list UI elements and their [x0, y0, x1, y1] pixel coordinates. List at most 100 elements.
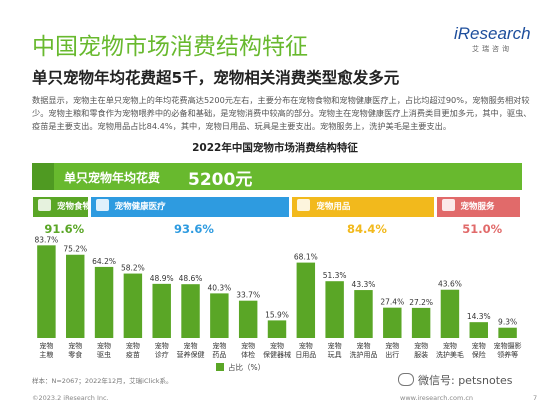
banner-value: 5200元 [188, 170, 253, 190]
x-tick-label-8-1: 保健器械 [263, 350, 291, 359]
x-tick-label-3-1: 疫苗 [126, 350, 140, 359]
stethoscope-icon [95, 199, 109, 211]
pet-car-icon [441, 199, 455, 211]
bar-value-label-12: 27.4% [380, 298, 404, 307]
logo-sub: 艾瑞咨询 [472, 45, 512, 53]
bar-value-label-13: 27.2% [409, 298, 433, 307]
x-tick-label-10-0: 宠物 [328, 341, 342, 350]
bar-value-label-5: 48.6% [179, 274, 203, 283]
x-tick-label-13-0: 宠物 [414, 341, 428, 350]
bar-16 [498, 327, 517, 338]
page-number: 7 [533, 394, 538, 402]
category-share-supplies: 84.4% [346, 222, 387, 236]
x-tick-label-16-1: 领养等 [497, 350, 518, 359]
category-share-food: 91.6% [44, 222, 85, 236]
x-tick-label-9-0: 宠物 [299, 341, 313, 350]
x-tick-label-5-1: 营养保健 [177, 350, 205, 359]
x-tick-label-0-0: 宠物 [39, 341, 53, 350]
x-tick-label-10-1: 玩具 [328, 351, 342, 359]
bar-8 [267, 320, 287, 338]
bar-0 [37, 245, 56, 338]
chart-title: 2022年中国宠物市场消费结构特征 [192, 142, 358, 154]
x-tick-label-2-0: 宠物 [97, 341, 111, 350]
wechat-id: 微信号: petsnotes [398, 372, 513, 388]
bar-value-label-6: 40.3% [207, 283, 231, 292]
x-tick-label-3-0: 宠物 [126, 341, 140, 350]
page-subtitle: 单只宠物年均花费超5千，宠物相关消费类型愈发多元 [32, 69, 400, 87]
x-tick-label-4-0: 宠物 [155, 341, 169, 350]
copyright: ©2023.2 iResearch Inc. [32, 394, 109, 402]
x-tick-label-11-1: 洗护用品 [349, 350, 377, 359]
x-tick-label-5-0: 宠物 [184, 341, 198, 350]
bar-value-label-16: 9.3% [498, 318, 517, 327]
page-title: 中国宠物市场消费结构特征 [32, 34, 308, 60]
bar-value-label-14: 43.6% [438, 280, 462, 289]
bar-value-label-2: 64.2% [92, 257, 116, 266]
x-tick-label-15-1: 保险 [472, 350, 486, 359]
chart-legend: 占比（%） [216, 362, 265, 373]
bar-11 [354, 290, 373, 338]
x-tick-label-11-0: 宠物 [356, 341, 370, 350]
bar-2 [94, 266, 114, 338]
description: 数据显示，宠物主在单只宠物上的年均花费高达5200元左右，主要分布在宠物食物和宠… [32, 95, 532, 131]
category-share-services: 51.0% [462, 222, 503, 236]
money-bag-icon [32, 163, 54, 190]
x-tick-label-4-1: 诊疗 [155, 350, 169, 359]
x-tick-label-8-0: 宠物 [270, 341, 284, 350]
bar-value-label-9: 68.1% [294, 253, 318, 262]
bar-12 [383, 307, 402, 338]
bar-value-label-11: 43.3% [352, 280, 376, 289]
x-tick-label-7-1: 体检 [241, 350, 255, 359]
category-share-health: 93.6% [174, 222, 214, 236]
bar-15 [469, 322, 488, 338]
category-header-supplies: 宠物用品 [292, 197, 434, 217]
wechat-icon [398, 373, 414, 386]
sample-note: 样本：N=2067；2022年12月，艾瑞iClick系。 [32, 377, 173, 385]
bar-3 [123, 273, 143, 338]
bar-6 [210, 293, 229, 338]
x-tick-label-14-1: 洗护美毛 [436, 350, 464, 359]
legend-swatch [216, 363, 224, 371]
x-tick-label-1-1: 零食 [68, 350, 82, 359]
bar-13 [411, 307, 431, 338]
bar-value-label-7: 33.7% [236, 291, 260, 300]
bar-value-label-0: 83.7% [34, 235, 58, 244]
x-tick-label-0-1: 主粮 [39, 350, 53, 359]
x-tick-label-7-0: 宠物 [241, 341, 255, 350]
x-tick-label-9-1: 日用品 [295, 351, 316, 359]
x-tick-label-6-0: 宠物 [212, 341, 226, 350]
logo-brand: iResearch [454, 24, 531, 43]
bar-10 [325, 281, 344, 338]
x-tick-label-6-1: 药品 [212, 350, 226, 359]
category-header-food: 宠物食物 [33, 197, 91, 217]
category-header-services: 宠物服务 [436, 197, 520, 217]
bar-7 [238, 300, 258, 338]
website: www.iresearch.com.cn [400, 394, 474, 402]
x-tick-label-14-0: 宠物 [443, 341, 457, 350]
x-tick-label-16-0: 宠物摄影 [494, 341, 522, 350]
bar-14 [440, 289, 460, 338]
x-tick-label-2-1: 驱虫 [97, 350, 111, 359]
bar-value-label-8: 15.9% [265, 310, 289, 319]
bar-value-label-15: 14.3% [467, 312, 491, 321]
banner-label: 单只宠物年均花费 [64, 171, 161, 185]
bar-1 [66, 254, 85, 338]
x-tick-label-13-1: 服装 [414, 350, 428, 359]
bar-value-label-3: 58.2% [121, 264, 145, 273]
spend-banner [32, 163, 522, 190]
bar-value-label-1: 75.2% [63, 245, 87, 254]
x-tick-label-12-1: 出行 [385, 350, 399, 359]
bar-4 [152, 283, 171, 338]
category-header-health: 宠物健康医疗 [90, 197, 290, 217]
x-tick-label-12-0: 宠物 [385, 341, 399, 350]
iresearch-logo: iResearch 艾瑞咨询 [454, 20, 534, 53]
bar-5 [181, 284, 200, 338]
bar-value-label-4: 48.9% [150, 274, 174, 283]
food-bowl-icon [38, 199, 51, 211]
bar-9 [296, 262, 316, 338]
x-tick-label-15-0: 宠物 [472, 341, 486, 350]
x-tick-label-1-0: 宠物 [68, 341, 82, 350]
bar-value-label-10: 51.3% [323, 271, 347, 280]
